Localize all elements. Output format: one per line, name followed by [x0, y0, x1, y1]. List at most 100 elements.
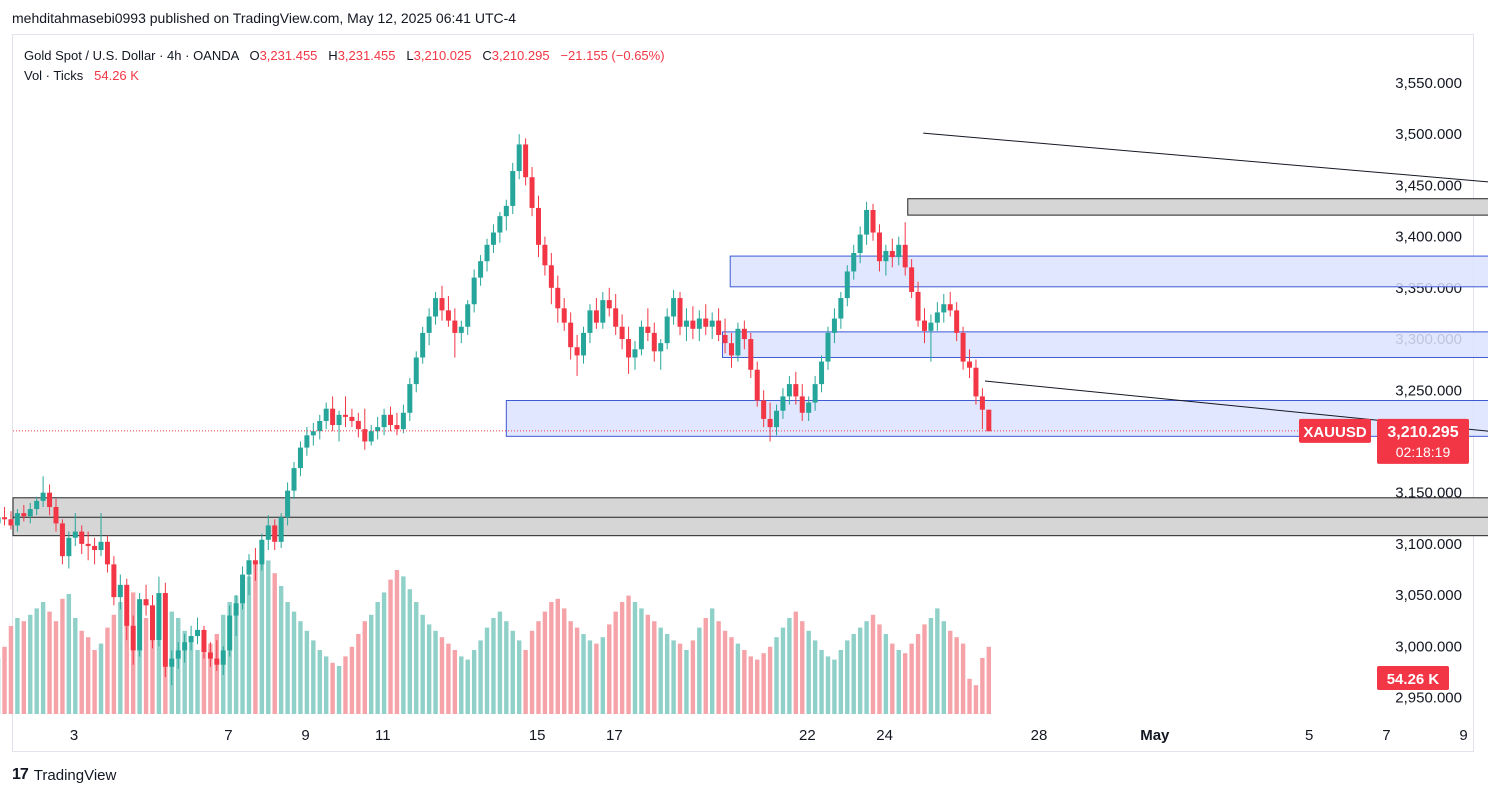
- volume-bar: [401, 576, 406, 714]
- volume-bar: [729, 637, 734, 714]
- candle-body: [535, 207, 541, 245]
- volume-bar: [960, 643, 966, 714]
- symbol-line: Gold Spot / U.S. Dollar · 4h · OANDA: [24, 48, 239, 63]
- volume-bar: [748, 656, 753, 714]
- candle-body: [368, 431, 374, 442]
- volume-bar: [980, 658, 985, 714]
- candle-body: [330, 408, 336, 426]
- tradingview-brand: TradingView: [33, 766, 117, 784]
- volume-bar: [497, 611, 503, 714]
- volume-bar: [909, 643, 914, 714]
- volume-bar: [105, 627, 110, 714]
- candle-body: [613, 308, 619, 327]
- volume-bar: [15, 618, 20, 714]
- candle-body: [426, 316, 432, 333]
- candle-body: [478, 261, 484, 278]
- candle-body: [896, 244, 902, 258]
- volume-bar: [227, 602, 232, 714]
- x-tick-label: 24: [876, 727, 893, 744]
- volume-bar: [79, 630, 84, 714]
- chart-frame: [12, 34, 1474, 752]
- published-text: mehditahmasebi0993 published on TradingV…: [12, 10, 517, 26]
- volume-bar: [587, 640, 593, 714]
- candle-body: [967, 361, 973, 368]
- candle-body: [349, 416, 355, 421]
- candle-body: [278, 517, 284, 542]
- candle-body: [954, 310, 960, 333]
- volume-bar: [214, 634, 220, 714]
- candle-body: [433, 298, 439, 317]
- candle-body: [490, 232, 496, 245]
- volume-bar: [793, 611, 799, 714]
- volume-bar: [233, 595, 239, 714]
- candle-body: [375, 427, 381, 432]
- high-label: H: [328, 48, 338, 63]
- candle-body: [555, 287, 561, 309]
- candle-body: [844, 271, 850, 299]
- candle-body: [8, 519, 14, 526]
- candle-body: [638, 326, 644, 350]
- candle-body: [400, 412, 406, 430]
- candle-body: [593, 310, 599, 323]
- candle-body: [876, 232, 882, 262]
- volume-bar: [761, 653, 766, 714]
- volume-bar: [465, 659, 470, 714]
- volume-bar: [73, 618, 78, 714]
- volume-bar: [941, 621, 946, 714]
- volume-bar: [986, 646, 992, 714]
- candle-body: [310, 431, 316, 436]
- last-price-label: 3,210.295: [1387, 424, 1458, 441]
- candle-body: [671, 298, 677, 317]
- volume-bar: [664, 634, 670, 714]
- candle-body: [124, 584, 130, 626]
- volume-bar: [800, 621, 805, 714]
- volume-bar: [330, 662, 335, 714]
- volume-bar: [812, 640, 818, 714]
- candle-body: [169, 658, 175, 667]
- symbol-tag-bg: [1299, 418, 1371, 443]
- y-tick-label: 3,100.000: [1395, 536, 1462, 553]
- candle-body: [207, 652, 213, 659]
- volume-bar: [671, 640, 676, 714]
- candle-body: [252, 560, 258, 565]
- candle-body: [137, 599, 143, 651]
- candle-body: [709, 320, 715, 327]
- volume-bar: [343, 656, 348, 714]
- volume-bar: [536, 621, 541, 714]
- volume-bar: [21, 621, 27, 714]
- candle-body: [291, 468, 297, 491]
- volume-bar: [8, 626, 14, 714]
- candle-body: [413, 357, 419, 385]
- volume-bar: [562, 608, 567, 714]
- volume-bar: [755, 659, 760, 714]
- candle-body: [542, 244, 548, 266]
- candle-body: [323, 408, 329, 421]
- candle-body: [407, 384, 413, 413]
- tradingview-logo[interactable]: 17 TradingView: [12, 766, 116, 784]
- candle-body: [548, 265, 554, 288]
- candle-body: [793, 384, 799, 397]
- candle-body: [40, 492, 46, 501]
- volume-bar: [150, 630, 155, 714]
- y-tick-label: 3,250.000: [1395, 382, 1462, 399]
- x-tick-label: 5: [1305, 727, 1313, 744]
- candle-body: [72, 531, 78, 538]
- zone-3364: [729, 255, 1488, 288]
- volume-bar: [414, 602, 419, 714]
- volume-bar: [362, 621, 367, 714]
- x-tick-label: 7: [1382, 727, 1390, 744]
- candle-body: [143, 599, 149, 606]
- volume-bar: [426, 624, 432, 714]
- volume-bar: [156, 640, 162, 714]
- volume-bar: [439, 637, 445, 714]
- candle-body: [870, 209, 876, 233]
- candle-body: [265, 525, 271, 540]
- volume-bar: [832, 659, 837, 714]
- volume-bar: [266, 560, 271, 714]
- candle-body: [921, 320, 927, 331]
- candle-body: [111, 564, 117, 598]
- candle-body: [851, 253, 857, 272]
- candle-body: [59, 523, 65, 557]
- candle-body: [53, 507, 59, 524]
